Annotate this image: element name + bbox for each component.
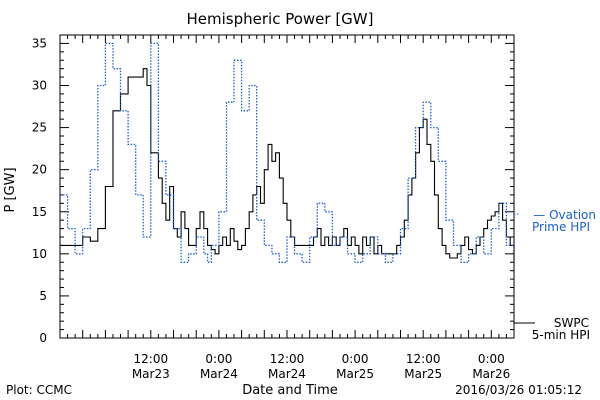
x-tick-time-label: 12:00 bbox=[270, 352, 305, 366]
y-tick-label: 10 bbox=[32, 247, 47, 261]
y-axis-label: P [GW] bbox=[3, 167, 18, 212]
y-tick-label: 0 bbox=[39, 331, 47, 345]
x-tick-time-label: 0:00 bbox=[478, 352, 505, 366]
plot-frame bbox=[59, 34, 515, 339]
data-series bbox=[60, 42, 515, 263]
x-tick-time-label: 12:00 bbox=[134, 352, 169, 366]
x-tick-time-label: 0:00 bbox=[205, 352, 232, 366]
x-axis-label: Date and Time bbox=[242, 383, 338, 398]
y-tick-label: 25 bbox=[32, 121, 47, 135]
legend-swpc-label: SWPC bbox=[554, 316, 589, 330]
legend-ovation-label: — Ovation bbox=[533, 208, 596, 222]
legend-swpc-label: 5-min HPI bbox=[532, 328, 590, 342]
x-tick-date-label: Mar25 bbox=[336, 367, 374, 381]
y-tick-label: 20 bbox=[32, 163, 47, 177]
x-tick-date-label: Mar24 bbox=[268, 367, 306, 381]
legend-ovation-label: Prime HPI bbox=[532, 220, 590, 234]
x-tick-date-label: Mar23 bbox=[132, 367, 170, 381]
x-tick-time-label: 12:00 bbox=[406, 352, 441, 366]
y-tick-label: 30 bbox=[32, 79, 47, 93]
y-tick-label: 5 bbox=[39, 289, 47, 303]
x-tick-date-label: Mar26 bbox=[472, 367, 510, 381]
footer-timestamp: 2016/03/26 01:05:12 bbox=[455, 383, 582, 397]
chart-title: Hemispheric Power [GW] bbox=[187, 10, 374, 28]
x-tick-date-label: Mar25 bbox=[404, 367, 442, 381]
x-tick-time-label: 0:00 bbox=[342, 352, 369, 366]
y-tick-label: 35 bbox=[32, 36, 47, 50]
y-tick-label: 15 bbox=[32, 205, 47, 219]
axis-ticks: 0510152025303512:00Mar230:00Mar2412:00Ma… bbox=[32, 34, 515, 381]
ovation-prime-line bbox=[60, 42, 515, 263]
x-tick-date-label: Mar24 bbox=[200, 367, 238, 381]
footer-plot-credit: Plot: CCMC bbox=[6, 383, 72, 397]
